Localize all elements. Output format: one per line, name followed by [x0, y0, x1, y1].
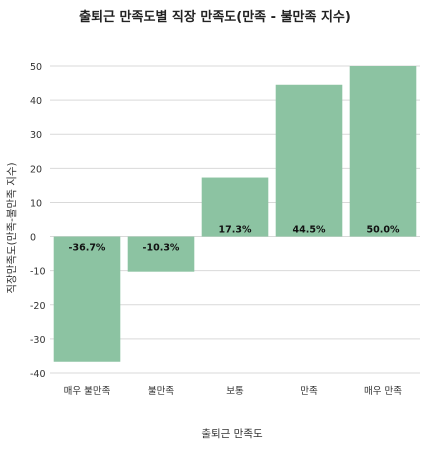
bar-value-label: -10.3% — [143, 243, 180, 254]
y-tick-label: 40 — [30, 96, 42, 107]
bar-value-label: 17.3% — [219, 225, 252, 236]
bar-labels: -36.7% -10.3% 17.3% 44.5% 50.0% — [69, 225, 400, 254]
y-tick-label: -30 — [30, 335, 46, 346]
x-axis-label: 출퇴근 만족도 — [201, 428, 263, 440]
y-tick-label: 10 — [30, 198, 42, 209]
y-tick-label: 30 — [30, 130, 42, 141]
y-tick-label: 50 — [30, 62, 42, 73]
x-tick-label: 매우 불만족 — [64, 386, 111, 397]
bars — [53, 66, 417, 362]
bar-value-label: 44.5% — [293, 225, 326, 236]
x-axis-ticks: 매우 불만족 불만족 보통 만족 매우 만족 — [64, 386, 403, 397]
bar — [275, 84, 343, 237]
x-tick-label: 불만족 — [148, 386, 174, 397]
y-tick-label: -40 — [30, 369, 46, 380]
bar-value-label: -36.7% — [69, 243, 106, 254]
chart-title: 출퇴근 만족도별 직장 만족도(만족 - 불만족 지수) — [79, 9, 351, 25]
bar — [349, 66, 417, 237]
y-tick-label: -10 — [30, 267, 46, 278]
y-axis-label: 직장만족도(만족-불만족 지수) — [6, 162, 18, 293]
y-tick-label: -20 — [30, 301, 46, 312]
x-tick-label: 매우 만족 — [364, 386, 402, 397]
x-tick-label: 만족 — [300, 386, 318, 397]
y-tick-label: 0 — [30, 233, 36, 244]
bar — [201, 177, 269, 237]
x-tick-label: 보통 — [226, 386, 244, 397]
y-axis-ticks: 50 40 30 20 10 0 -10 -20 -30 -40 — [30, 62, 46, 380]
bar — [53, 236, 121, 362]
bar-value-label: 50.0% — [367, 225, 400, 236]
y-tick-label: 20 — [30, 164, 42, 175]
bar — [127, 236, 195, 272]
